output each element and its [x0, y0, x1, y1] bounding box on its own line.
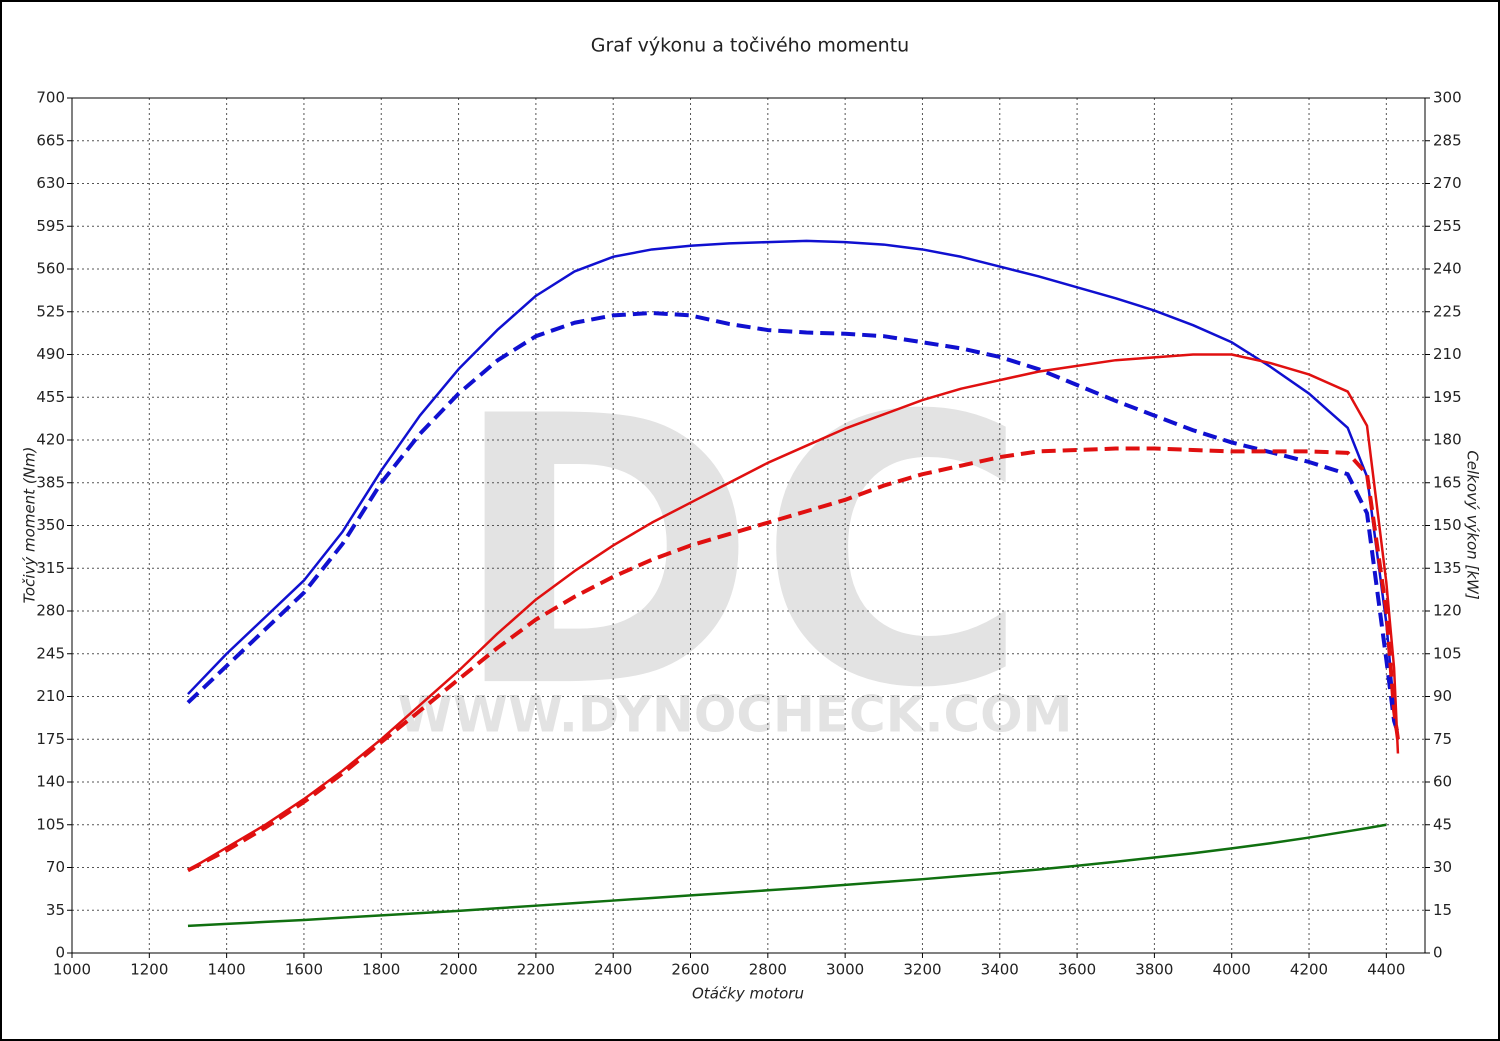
y2-tick-label: 120 [1433, 602, 1462, 620]
x-tick-label: 1200 [130, 961, 168, 979]
y-tick-label: 560 [36, 260, 65, 278]
x-tick-label: 1000 [53, 961, 91, 979]
y-tick-label: 210 [36, 687, 65, 705]
y2-tick-label: 225 [1433, 302, 1462, 320]
x-tick-label: 4200 [1290, 961, 1328, 979]
y2-tick-label: 105 [1433, 644, 1462, 662]
y2-tick-label: 0 [1433, 944, 1443, 962]
x-tick-label: 3000 [826, 961, 864, 979]
y2-axis-label: Celkový výkon [kW] [1464, 450, 1482, 600]
y2-tick-label: 285 [1433, 131, 1462, 149]
y-axis-label: Točivý moment (Nm) [21, 447, 39, 604]
y-tick-label: 490 [36, 345, 65, 363]
x-tick-label: 1400 [208, 961, 246, 979]
y-tick-label: 630 [36, 174, 65, 192]
x-tick-label: 1800 [362, 961, 400, 979]
series-line [187, 353, 1400, 872]
y-tick-label: 350 [36, 516, 65, 534]
y2-tick-label: 90 [1433, 687, 1452, 705]
y2-tick-label: 30 [1433, 858, 1452, 876]
y-tick-label: 665 [36, 131, 65, 149]
x-tick-label: 2000 [439, 961, 477, 979]
y2-tick-label: 270 [1433, 174, 1462, 192]
plot-border [71, 97, 1426, 954]
series-line [187, 239, 1400, 740]
y-tick-label: 315 [36, 559, 65, 577]
y-tick-label: 525 [36, 302, 65, 320]
y-tick-label: 595 [36, 217, 65, 235]
x-tick-label: 2600 [671, 961, 709, 979]
y-tick-label: 35 [46, 901, 65, 919]
y2-tick-label: 45 [1433, 815, 1452, 833]
x-tick-label: 3400 [981, 961, 1019, 979]
y2-tick-label: 255 [1433, 217, 1462, 235]
y2-tick-label: 180 [1433, 431, 1462, 449]
y-tick-label: 140 [36, 773, 65, 791]
x-tick-label: 1600 [285, 961, 323, 979]
x-tick-label: 3600 [1058, 961, 1096, 979]
x-tick-label: 3200 [903, 961, 941, 979]
y-tick-label: 385 [36, 473, 65, 491]
x-tick-label: 2200 [517, 961, 555, 979]
y-tick-label: 420 [36, 431, 65, 449]
y-tick-label: 280 [36, 602, 65, 620]
y-tick-label: 455 [36, 388, 65, 406]
series-line [187, 446, 1400, 873]
x-tick-label: 2800 [749, 961, 787, 979]
series-line [186, 310, 1400, 734]
x-tick-label: 4400 [1367, 961, 1405, 979]
y2-tick-label: 300 [1433, 89, 1462, 107]
y2-tick-label: 60 [1433, 773, 1452, 791]
y-tick-label: 175 [36, 730, 65, 748]
y2-tick-label: 240 [1433, 260, 1462, 278]
y-tick-label: 105 [36, 815, 65, 833]
chart-title: Graf výkonu a točivého momentu [591, 35, 909, 57]
y2-tick-label: 165 [1433, 473, 1462, 491]
y2-tick-label: 150 [1433, 516, 1462, 534]
y2-tick-label: 135 [1433, 559, 1462, 577]
y2-tick-label: 195 [1433, 388, 1462, 406]
x-tick-label: 3800 [1135, 961, 1173, 979]
y2-tick-label: 75 [1433, 730, 1452, 748]
y2-tick-label: 210 [1433, 345, 1462, 363]
y-tick-label: 245 [36, 644, 65, 662]
y2-tick-label: 15 [1433, 901, 1452, 919]
y-tick-label: 70 [46, 858, 65, 876]
watermark-url: WWW.DYNOCHECK.COM [398, 686, 1073, 744]
y-tick-label: 0 [55, 944, 65, 962]
y-tick-label: 700 [36, 89, 65, 107]
x-tick-label: 4000 [1213, 961, 1251, 979]
series-line [187, 823, 1387, 928]
x-axis-label: Otáčky motoru [692, 985, 804, 1003]
watermark: DC [451, 339, 1030, 769]
x-tick-label: 2400 [594, 961, 632, 979]
